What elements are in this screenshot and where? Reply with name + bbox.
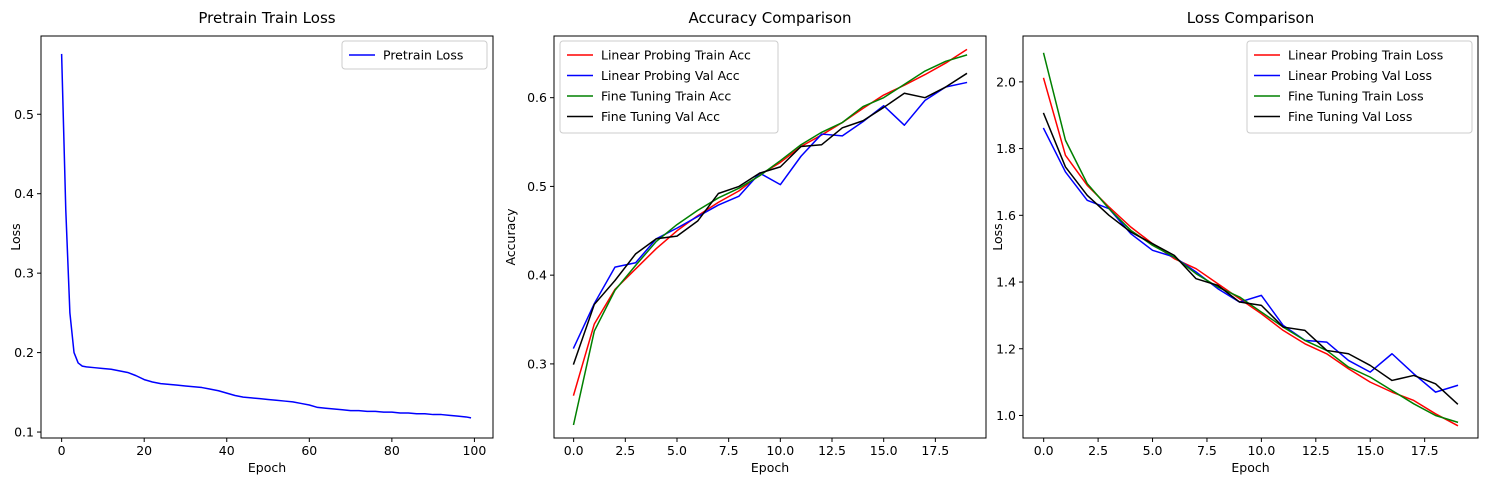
x-tick-label: 5.0 [667, 443, 687, 458]
y-tick-label: 1.4 [996, 275, 1016, 290]
chart-panel-2: 0.0 2.5 5.0 7.5 10.0 12.5 15.0 17.5 0.3 0.4 0.5 0.6… [503, 9, 987, 475]
series-line-4 [572, 72, 968, 365]
x-tick-label: 12.5 [818, 443, 846, 458]
y-tick-label: 1.6 [996, 208, 1016, 223]
x-axis-label: Epoch [751, 460, 789, 475]
x-tick-label: 12.5 [1302, 443, 1330, 458]
x-tick-label: 10.0 [766, 443, 794, 458]
legend-label: Fine Tuning Train Loss [1288, 89, 1424, 104]
x-tick-label: 0.0 [1034, 443, 1054, 458]
series-line-2 [572, 81, 968, 349]
axes-frame [40, 35, 494, 439]
x-tick-label: 2.5 [615, 443, 635, 458]
y-tick-label: 0.5 [527, 179, 547, 194]
y-tick-label: 0.1 [14, 425, 34, 440]
y-axis-label: Accuracy [503, 208, 518, 266]
legend-label: Fine Tuning Val Loss [1288, 109, 1412, 124]
x-tick-label: 60 [301, 443, 317, 458]
x-tick-label: 20 [136, 443, 152, 458]
x-tick-label: 40 [219, 443, 235, 458]
y-tick-label: 0.3 [527, 356, 547, 371]
x-tick-label: 17.5 [921, 443, 949, 458]
series-line-3 [572, 54, 968, 426]
legend-label: Linear Probing Val Loss [1288, 68, 1432, 83]
x-tick-label: 7.5 [719, 443, 739, 458]
y-tick-label: 2.0 [996, 74, 1016, 89]
legend-label: Pretrain Loss [383, 48, 463, 63]
x-tick-label: 15.0 [1356, 443, 1384, 458]
x-axis-label: Epoch [248, 460, 286, 475]
legend-box [341, 40, 488, 70]
series-line-3 [1042, 52, 1459, 424]
x-axis-label: Epoch [1231, 460, 1269, 475]
legend: Linear Probing Train Acc Linear Probing V… [559, 40, 779, 134]
y-tick-label: 1.8 [996, 141, 1016, 156]
series-line-1 [60, 53, 472, 419]
legend-label: Fine Tuning Val Acc [601, 109, 720, 124]
legend: Linear Probing Train Loss Linear Probing … [1246, 40, 1473, 134]
x-tick-label: 0.0 [564, 443, 584, 458]
chart-title: Accuracy Comparison [688, 9, 851, 27]
axes-frame [553, 35, 987, 439]
legend-label: Linear Probing Train Acc [601, 48, 751, 63]
legend-label: Linear Probing Val Acc [601, 68, 740, 83]
chart-title: Loss Comparison [1187, 9, 1314, 27]
legend-box [559, 40, 779, 134]
y-tick-label: 0.4 [14, 186, 34, 201]
x-tick-label: 17.5 [1411, 443, 1439, 458]
y-tick-label: 0.4 [527, 268, 547, 283]
series-line-4 [1042, 112, 1459, 405]
x-tick-label: 15.0 [870, 443, 898, 458]
legend-label: Linear Probing Train Loss [1288, 48, 1443, 63]
chart-panel-1: 0 20 40 60 80 100 0.1 0.2 0.3 0.4 0.5 Pretrain Trai… [8, 9, 494, 475]
x-tick-label: 2.5 [1088, 443, 1108, 458]
y-axis-label: Loss [8, 223, 23, 250]
series-line-1 [1042, 77, 1459, 427]
x-tick-label: 10.0 [1247, 443, 1275, 458]
chart-title: Pretrain Train Loss [198, 9, 335, 27]
series-line-2 [1042, 127, 1459, 393]
legend-label: Fine Tuning Train Acc [601, 89, 731, 104]
x-tick-label: 100 [462, 443, 486, 458]
y-tick-label: 0.6 [527, 90, 547, 105]
x-tick-label: 7.5 [1197, 443, 1217, 458]
axes-frame [1022, 35, 1479, 439]
legend-box [1246, 40, 1473, 134]
y-tick-label: 0.3 [14, 266, 34, 281]
y-axis-label: Loss [990, 223, 1005, 250]
x-tick-label: 80 [384, 443, 400, 458]
x-tick-label: 0 [58, 443, 66, 458]
legend: Pretrain Loss [341, 40, 488, 70]
chart-panel-3: 0.0 2.5 5.0 7.5 10.0 12.5 15.0 17.5 1.0 1.2 1.4 1.6… [990, 9, 1479, 475]
y-tick-label: 1.2 [996, 341, 1016, 356]
y-tick-label: 0.5 [14, 107, 34, 122]
y-tick-label: 1.0 [996, 408, 1016, 423]
x-tick-label: 5.0 [1143, 443, 1163, 458]
y-tick-label: 0.2 [14, 345, 34, 360]
